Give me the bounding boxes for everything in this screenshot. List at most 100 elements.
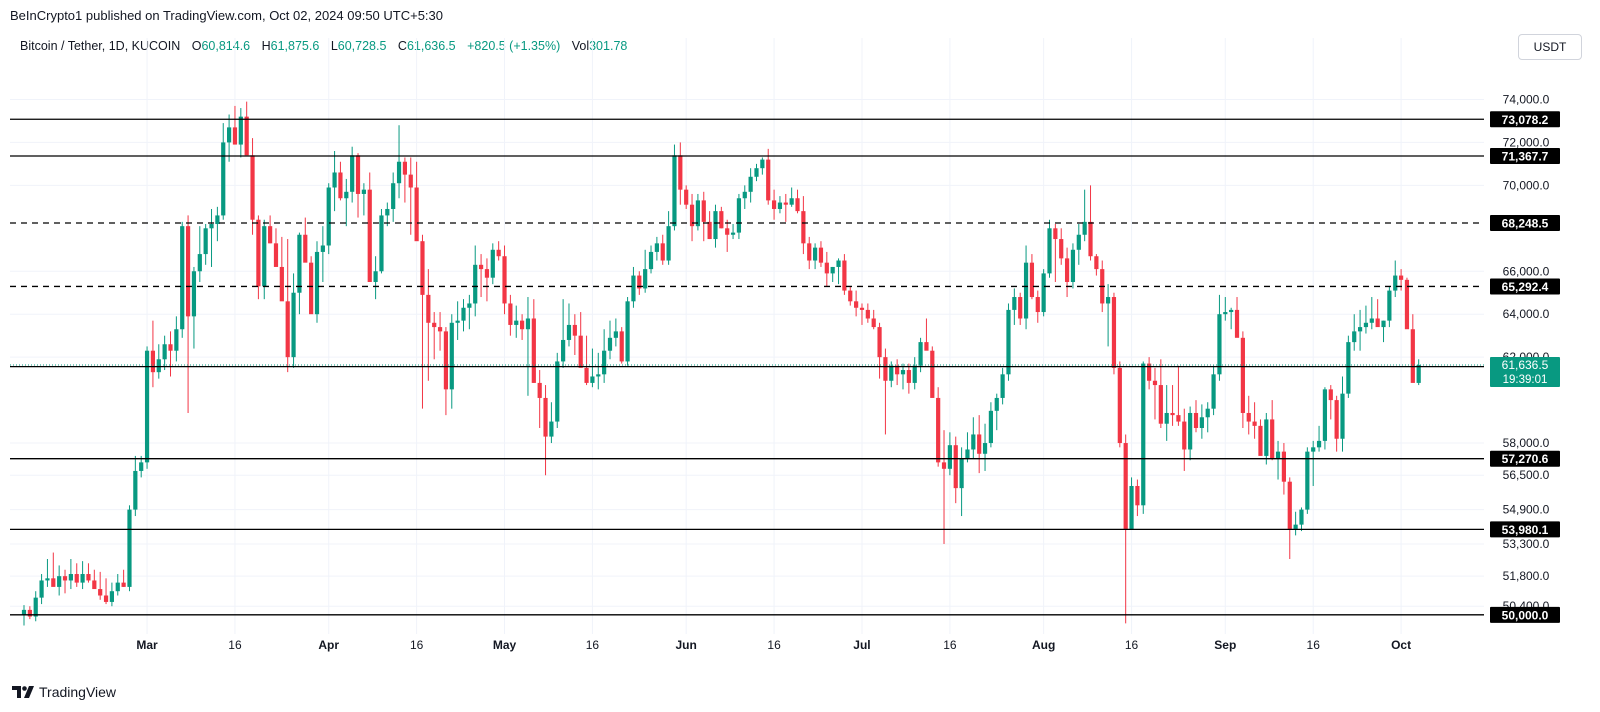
candle-down[interactable]: [619, 331, 624, 362]
candle-down[interactable]: [279, 266, 284, 302]
candle-up[interactable]: [514, 320, 519, 325]
candle-up[interactable]: [760, 159, 765, 169]
candle-up[interactable]: [314, 251, 320, 315]
candle-up[interactable]: [1322, 389, 1328, 441]
candle-down[interactable]: [977, 434, 982, 454]
candle-up[interactable]: [1070, 249, 1076, 282]
candle-up[interactable]: [736, 198, 742, 233]
candle-down[interactable]: [719, 211, 724, 229]
candle-down[interactable]: [930, 350, 935, 398]
candle-up[interactable]: [590, 376, 595, 383]
candle-down[interactable]: [496, 249, 501, 257]
candle-up[interactable]: [203, 228, 208, 255]
candle-down[interactable]: [1334, 400, 1339, 439]
candle-down[interactable]: [807, 243, 812, 261]
candle-down[interactable]: [883, 357, 888, 381]
candle-up[interactable]: [156, 359, 161, 373]
candle-down[interactable]: [121, 582, 126, 587]
candle-down[interactable]: [355, 155, 361, 194]
candle-down[interactable]: [707, 221, 712, 240]
candle-up[interactable]: [1340, 393, 1345, 439]
candle-down[interactable]: [1170, 412, 1175, 416]
candle-down[interactable]: [953, 445, 958, 489]
candle-down[interactable]: [578, 335, 583, 368]
candle-down[interactable]: [842, 260, 847, 291]
candle-up[interactable]: [602, 350, 607, 375]
candle-down[interactable]: [725, 228, 730, 235]
candle-up[interactable]: [174, 329, 179, 351]
candle-down[interactable]: [27, 609, 32, 617]
candle-up[interactable]: [1416, 364, 1421, 383]
candle-up[interactable]: [1381, 320, 1386, 328]
candle-down[interactable]: [244, 116, 249, 156]
candle-up[interactable]: [1006, 309, 1011, 375]
candle-down[interactable]: [1281, 451, 1286, 482]
candle-up[interactable]: [1264, 419, 1269, 456]
candle-up[interactable]: [162, 344, 167, 360]
candle-down[interactable]: [637, 275, 642, 289]
candle-up[interactable]: [379, 215, 384, 272]
candle-down[interactable]: [250, 155, 255, 220]
candle-down[interactable]: [103, 595, 109, 602]
candle-up[interactable]: [596, 374, 601, 377]
candle-up[interactable]: [385, 208, 390, 216]
candle-down[interactable]: [584, 367, 589, 383]
candle-down[interactable]: [432, 322, 437, 328]
candle-up[interactable]: [180, 226, 185, 330]
candle-up[interactable]: [391, 183, 396, 209]
candle-down[interactable]: [1328, 389, 1333, 401]
candle-up[interactable]: [1000, 374, 1005, 398]
candle-up[interactable]: [813, 247, 818, 261]
candle-up[interactable]: [889, 365, 894, 381]
candle-up[interactable]: [1217, 314, 1222, 375]
candle-up[interactable]: [1205, 408, 1210, 418]
candle-up[interactable]: [959, 458, 964, 489]
candle-up[interactable]: [461, 307, 466, 321]
candle-down[interactable]: [824, 262, 829, 274]
candle-down[interactable]: [1135, 485, 1140, 506]
candle-up[interactable]: [227, 127, 232, 143]
candle-down[interactable]: [1064, 258, 1070, 282]
candle-up[interactable]: [1047, 228, 1052, 274]
candle-up[interactable]: [836, 260, 841, 267]
candle-up[interactable]: [350, 155, 355, 192]
candle-up[interactable]: [396, 161, 402, 184]
candle-down[interactable]: [572, 324, 577, 336]
candle-down[interactable]: [1287, 481, 1292, 529]
candle-down[interactable]: [520, 320, 525, 330]
candle-down[interactable]: [1252, 421, 1257, 426]
candle-up[interactable]: [1275, 451, 1281, 459]
candle-down[interactable]: [689, 204, 695, 227]
candle-up[interactable]: [789, 198, 794, 205]
candle-down[interactable]: [1176, 415, 1181, 422]
candle-up[interactable]: [666, 226, 671, 261]
candle-down[interactable]: [801, 211, 806, 244]
candle-up[interactable]: [695, 200, 700, 227]
candle-up[interactable]: [1316, 440, 1322, 448]
candle-down[interactable]: [1404, 279, 1410, 330]
candle-down[interactable]: [402, 161, 407, 175]
tradingview-logo[interactable]: TradingView: [12, 684, 116, 700]
candle-up[interactable]: [68, 574, 73, 581]
candle-up[interactable]: [490, 249, 495, 278]
candle-down[interactable]: [895, 365, 900, 375]
candle-up[interactable]: [21, 609, 27, 616]
candle-up[interactable]: [549, 421, 554, 437]
candle-up[interactable]: [1188, 412, 1193, 450]
candle-up[interactable]: [45, 578, 50, 581]
candle-down[interactable]: [420, 241, 425, 295]
candle-down[interactable]: [1258, 425, 1263, 456]
candle-down[interactable]: [437, 327, 443, 332]
candle-down[interactable]: [1053, 228, 1058, 240]
candle-up[interactable]: [1357, 327, 1363, 332]
candle-up[interactable]: [561, 339, 566, 362]
candle-down[interactable]: [502, 256, 507, 304]
candle-up[interactable]: [1223, 312, 1228, 315]
candle-up[interactable]: [1229, 309, 1234, 313]
candle-down[interactable]: [543, 397, 548, 437]
candle-down[interactable]: [941, 462, 947, 469]
candle-down[interactable]: [865, 309, 870, 319]
candle-up[interactable]: [144, 350, 150, 463]
candle-down[interactable]: [232, 127, 238, 145]
candle-down[interactable]: [1240, 337, 1245, 413]
